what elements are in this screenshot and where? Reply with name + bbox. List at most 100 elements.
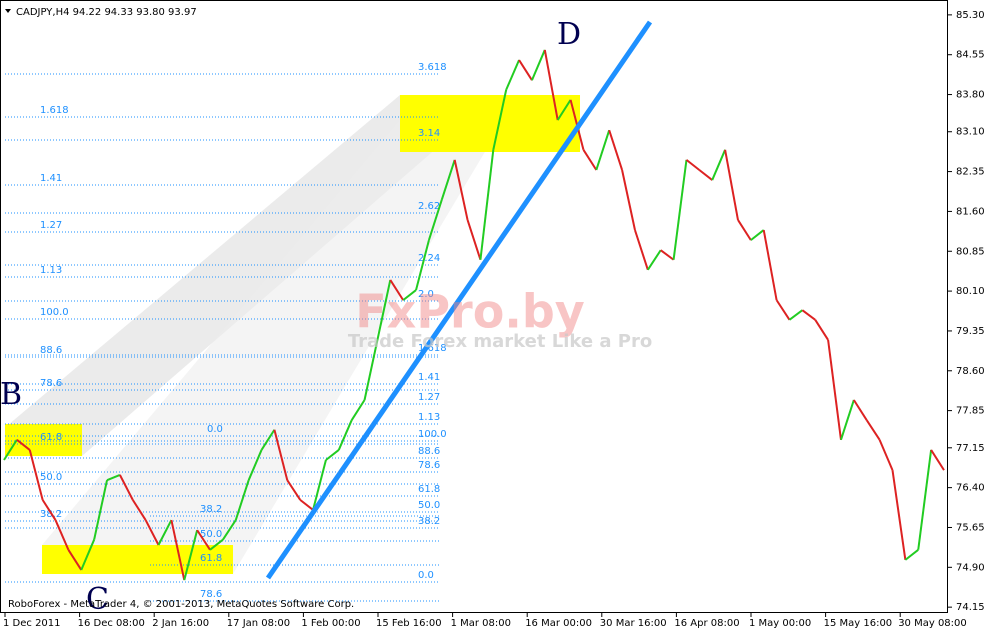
price-segment — [170, 519, 186, 581]
price-segment — [376, 279, 392, 341]
y-tick-label: 82.35 — [956, 167, 985, 178]
fib-label: 0.0 — [207, 424, 223, 435]
chart-header: CADJPY,H4 94.22 94.33 93.80 93.97 — [16, 7, 197, 18]
price-segment — [389, 279, 405, 301]
point-label: B — [0, 377, 22, 412]
zone-box — [400, 95, 580, 152]
x-tick-label: 1 Dec 2011 — [3, 618, 61, 629]
price-segment — [466, 219, 482, 261]
fib-label: 78.6 — [200, 589, 222, 600]
price-segment — [891, 469, 907, 561]
x-tick-label: 1 May 00:00 — [749, 618, 811, 629]
fib-label: 88.6 — [418, 446, 440, 457]
fib-label: 88.6 — [40, 345, 62, 356]
price-segment — [67, 549, 83, 571]
price-segment — [865, 419, 881, 441]
price-segment — [711, 149, 727, 181]
fib-label: 3.618 — [418, 62, 447, 73]
price-segment — [775, 299, 791, 321]
price-segment — [427, 199, 443, 241]
fib-label: 2.62 — [418, 201, 440, 212]
x-tick-label: 16 Mar 00:00 — [525, 618, 592, 629]
price-segment — [492, 89, 508, 151]
price-segment — [518, 59, 533, 81]
price-segment — [260, 429, 276, 451]
trend-line — [265, 20, 653, 580]
price-segment — [827, 339, 842, 440]
price-segment — [93, 479, 108, 540]
price-segment — [878, 439, 894, 471]
y-tick-label: 83.10 — [956, 127, 985, 138]
fib-label: 38.2 — [200, 504, 222, 515]
y-tick-label: 74.90 — [956, 562, 985, 573]
fib-label: 50.0 — [200, 529, 222, 540]
y-tick-label: 79.35 — [956, 326, 985, 337]
y-tick-label: 77.15 — [956, 443, 985, 454]
fib-label: 2.0 — [418, 289, 434, 300]
price-segment — [440, 159, 456, 201]
fib-label: 100.0 — [418, 429, 447, 440]
point-label: D — [557, 17, 581, 52]
fib-levels: 1.618 1.41 1.27 1.13 100.0 88.6 78.6 61.8 50.0 38… — [5, 62, 447, 602]
price-segment — [531, 49, 546, 81]
price-segment — [196, 529, 211, 551]
price-segment — [337, 419, 353, 451]
x-tick-label: 16 Dec 08:00 — [78, 618, 145, 629]
fib-label: 1.13 — [40, 265, 62, 276]
price-segment — [183, 529, 199, 581]
price-segment — [3, 439, 18, 461]
x-tick-label: 30 May 08:00 — [898, 618, 967, 629]
price-segment — [222, 519, 237, 541]
header-arrow — [5, 9, 11, 13]
y-tick-label: 81.60 — [956, 206, 985, 217]
price-segment — [286, 479, 302, 501]
price-segment — [698, 169, 713, 181]
price-segment — [106, 473, 121, 482]
price-segment — [634, 229, 649, 271]
price-segment — [750, 229, 765, 241]
price-segment — [737, 219, 752, 241]
price-segment — [209, 538, 224, 551]
y-tick-label: 80.85 — [956, 246, 985, 257]
price-segment — [724, 149, 739, 221]
price-segment — [840, 399, 855, 441]
fib-label: 100.0 — [40, 307, 69, 318]
fib-label: 1.27 — [40, 220, 62, 231]
price-segment — [144, 519, 160, 546]
fib-label: 2.24 — [418, 253, 440, 264]
price-segment — [131, 499, 147, 521]
fib-label: 1.41 — [418, 372, 440, 383]
y-tick-label: 74.15 — [956, 602, 985, 613]
x-tick-label: 16 Apr 08:00 — [674, 618, 739, 629]
price-segment — [54, 519, 70, 551]
fib-label: 1.41 — [40, 173, 62, 184]
x-tick-label: 1 Mar 08:00 — [451, 618, 511, 629]
price-segment — [660, 249, 675, 261]
price-segment — [595, 129, 611, 171]
price-segment — [28, 449, 44, 501]
price-segment — [505, 59, 520, 91]
price-series — [3, 49, 945, 581]
x-tick-label: 30 Mar 16:00 — [600, 618, 667, 629]
price-segment — [273, 429, 289, 481]
price-segment — [685, 159, 700, 171]
watermark: FxPro.by — [355, 285, 584, 339]
fib-label: 3.14 — [418, 128, 440, 139]
y-tick-label: 77.85 — [956, 406, 985, 417]
x-tick-label: 2 Jan 16:00 — [152, 618, 209, 629]
y-tick-label: 75.65 — [956, 522, 985, 533]
fib-label: 78.6 — [40, 378, 62, 389]
price-segment — [479, 149, 495, 260]
price-segment — [350, 399, 366, 421]
price-segment — [312, 459, 327, 511]
fib-label: 50.0 — [40, 472, 62, 483]
x-tick-label: 1 Feb 00:00 — [301, 618, 360, 629]
y-tick-label: 83.80 — [956, 90, 985, 101]
price-segment — [16, 439, 31, 451]
watermark-sub: Trade Forex market Like a Pro — [348, 331, 652, 352]
fib-label: 50.0 — [418, 500, 440, 511]
price-segment — [402, 289, 417, 301]
fib-label: 0.0 — [418, 570, 434, 581]
price-segment — [930, 449, 945, 471]
price-segment — [814, 319, 829, 341]
